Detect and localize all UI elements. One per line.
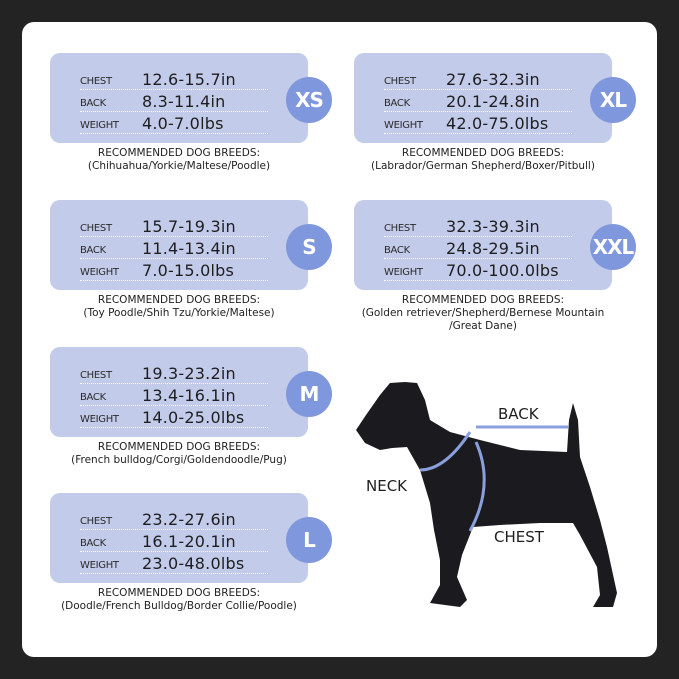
breeds-list: (Golden retriever/Shepherd/Bernese Mount…	[361, 307, 605, 319]
breeds-list: (French bulldog/Corgi/Goldendoodle/Pug)	[71, 454, 287, 466]
weight-label: WEIGHT	[80, 414, 119, 425]
weight-label: WEIGHT	[80, 267, 119, 278]
size-badge: L	[286, 517, 332, 563]
chest-row: CHEST 27.6-32.3in	[384, 67, 572, 90]
size-box: CHEST 15.7-19.3in BACK 11.4-13.4in WEIGH…	[50, 200, 308, 290]
back-row: BACK 8.3-11.4in	[80, 89, 268, 112]
weight-row: WEIGHT 42.0-75.0lbs	[384, 111, 572, 134]
breeds-list: (Doodle/French Bulldog/Border Collie/Poo…	[61, 600, 297, 612]
back-row: BACK 24.8-29.5in	[384, 236, 572, 259]
size-box: CHEST 32.3-39.3in BACK 24.8-29.5in WEIGH…	[354, 200, 612, 290]
weight-label: WEIGHT	[80, 120, 119, 131]
breeds-heading: RECOMMENDED DOG BREEDS:	[401, 147, 565, 159]
size-badge: XXL	[590, 224, 636, 270]
weight-label: WEIGHT	[384, 120, 423, 131]
chest-row: CHEST 15.7-19.3in	[80, 214, 268, 237]
chest-label: CHEST	[80, 370, 112, 381]
weight-value: 7.0-15.0lbs	[142, 261, 234, 280]
weight-value: 23.0-48.0lbs	[142, 554, 245, 573]
size-block-xs: CHEST 12.6-15.7in BACK 8.3-11.4in WEIGHT…	[50, 53, 350, 193]
weight-value: 70.0-100.0lbs	[446, 261, 559, 280]
size-badge: XL	[590, 77, 636, 123]
size-badge: M	[286, 371, 332, 417]
back-value: 13.4-16.1in	[142, 386, 236, 405]
chest-row: CHEST 32.3-39.3in	[384, 214, 572, 237]
breeds-heading: RECOMMENDED DOG BREEDS:	[97, 587, 261, 599]
size-block-xxl: CHEST 32.3-39.3in BACK 24.8-29.5in WEIGH…	[354, 200, 654, 340]
weight-label: WEIGHT	[384, 267, 423, 278]
recommended-breeds: RECOMMENDED DOG BREEDS: (Golden retriever…	[344, 294, 622, 333]
breeds-list: (Chihuahua/Yorkie/Maltese/Poodle)	[87, 160, 271, 172]
chest-label: CHEST	[80, 76, 112, 87]
back-value: 24.8-29.5in	[446, 239, 540, 258]
back-label: BACK	[80, 245, 106, 256]
back-row: BACK 16.1-20.1in	[80, 529, 268, 552]
chest-value: 32.3-39.3in	[446, 217, 540, 236]
neck-label: NECK	[366, 477, 408, 495]
breeds-heading: RECOMMENDED DOG BREEDS:	[97, 147, 261, 159]
size-badge: S	[286, 224, 332, 270]
chest-label: CHEST	[384, 223, 416, 234]
chest-value: 12.6-15.7in	[142, 70, 236, 89]
size-block-xl: CHEST 27.6-32.3in BACK 20.1-24.8in WEIGH…	[354, 53, 654, 193]
weight-row: WEIGHT 4.0-7.0lbs	[80, 111, 268, 134]
size-box: CHEST 12.6-15.7in BACK 8.3-11.4in WEIGHT…	[50, 53, 308, 143]
size-box: CHEST 23.2-27.6in BACK 16.1-20.1in WEIGH…	[50, 493, 308, 583]
size-block-m: CHEST 19.3-23.2in BACK 13.4-16.1in WEIGH…	[50, 347, 350, 487]
breeds-list: /Great Dane)	[449, 320, 517, 332]
chest-row: CHEST 19.3-23.2in	[80, 361, 268, 384]
weight-row: WEIGHT 7.0-15.0lbs	[80, 258, 268, 281]
chest-label: CHEST	[80, 223, 112, 234]
size-chart-card: CHEST 12.6-15.7in BACK 8.3-11.4in WEIGHT…	[22, 22, 657, 657]
chest-row: CHEST 12.6-15.7in	[80, 67, 268, 90]
chest-value: 23.2-27.6in	[142, 510, 236, 529]
recommended-breeds: RECOMMENDED DOG BREEDS: (Chihuahua/Yorkie…	[40, 147, 318, 173]
back-row: BACK 13.4-16.1in	[80, 383, 268, 406]
recommended-breeds: RECOMMENDED DOG BREEDS: (French bulldog/C…	[40, 441, 318, 467]
recommended-breeds: RECOMMENDED DOG BREEDS: (Doodle/French Bu…	[40, 587, 318, 613]
breeds-heading: RECOMMENDED DOG BREEDS:	[97, 441, 261, 453]
back-label: BACK	[80, 392, 106, 403]
weight-value: 4.0-7.0lbs	[142, 114, 224, 133]
size-badge: XS	[286, 77, 332, 123]
back-value: 11.4-13.4in	[142, 239, 236, 258]
chest-label: CHEST	[494, 528, 544, 546]
weight-row: WEIGHT 70.0-100.0lbs	[384, 258, 572, 281]
chest-value: 15.7-19.3in	[142, 217, 236, 236]
back-label: BACK	[80, 538, 106, 549]
breeds-list: (Labrador/German Shepherd/Boxer/Pitbull)	[371, 160, 595, 172]
size-block-s: CHEST 15.7-19.3in BACK 11.4-13.4in WEIGH…	[50, 200, 350, 340]
back-value: 20.1-24.8in	[446, 92, 540, 111]
weight-value: 14.0-25.0lbs	[142, 408, 245, 427]
chest-label: CHEST	[384, 76, 416, 87]
dog-silhouette-icon	[356, 382, 617, 607]
back-label: BACK	[498, 405, 539, 423]
size-block-l: CHEST 23.2-27.6in BACK 16.1-20.1in WEIGH…	[50, 493, 350, 633]
back-label: BACK	[80, 98, 106, 109]
back-value: 16.1-20.1in	[142, 532, 236, 551]
weight-row: WEIGHT 14.0-25.0lbs	[80, 405, 268, 428]
chest-value: 19.3-23.2in	[142, 364, 236, 383]
back-label: BACK	[384, 245, 410, 256]
size-box: CHEST 27.6-32.3in BACK 20.1-24.8in WEIGH…	[354, 53, 612, 143]
weight-row: WEIGHT 23.0-48.0lbs	[80, 551, 268, 574]
recommended-breeds: RECOMMENDED DOG BREEDS: (Labrador/German …	[344, 147, 622, 173]
recommended-breeds: RECOMMENDED DOG BREEDS: (Toy Poodle/Shih …	[40, 294, 318, 320]
breeds-list: (Toy Poodle/Shih Tzu/Yorkie/Maltese)	[83, 307, 275, 319]
weight-label: WEIGHT	[80, 560, 119, 571]
back-label: BACK	[384, 98, 410, 109]
breeds-heading: RECOMMENDED DOG BREEDS:	[97, 294, 261, 306]
chest-row: CHEST 23.2-27.6in	[80, 507, 268, 530]
back-value: 8.3-11.4in	[142, 92, 226, 111]
breeds-heading: RECOMMENDED DOG BREEDS:	[401, 294, 565, 306]
size-box: CHEST 19.3-23.2in BACK 13.4-16.1in WEIGH…	[50, 347, 308, 437]
weight-value: 42.0-75.0lbs	[446, 114, 549, 133]
back-row: BACK 20.1-24.8in	[384, 89, 572, 112]
back-row: BACK 11.4-13.4in	[80, 236, 268, 259]
chest-value: 27.6-32.3in	[446, 70, 540, 89]
chest-label: CHEST	[80, 516, 112, 527]
